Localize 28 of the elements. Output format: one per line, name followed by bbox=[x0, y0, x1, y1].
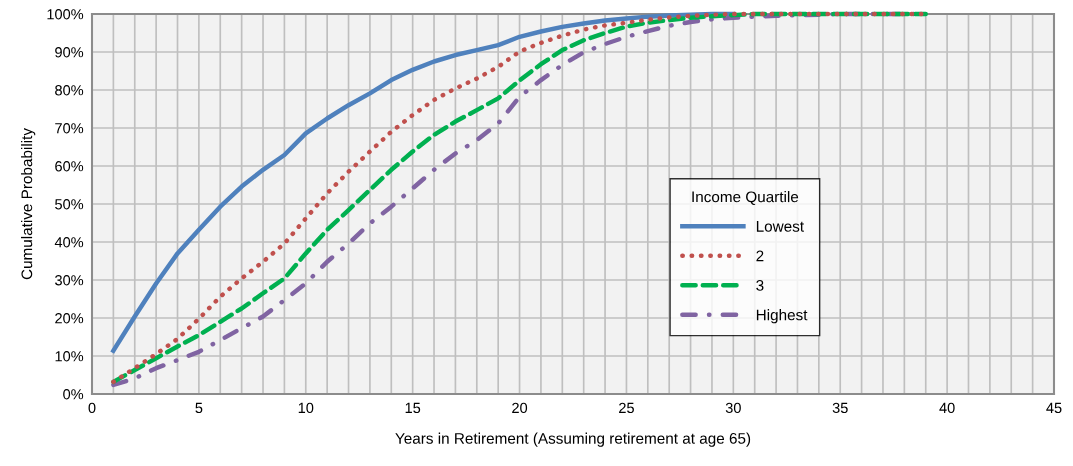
x-tick-label: 10 bbox=[298, 402, 314, 414]
legend-title: Income Quartile bbox=[692, 191, 799, 205]
y-tick-label: 20% bbox=[55, 313, 84, 324]
y-tick-label: 60% bbox=[55, 161, 84, 172]
y-tick-label: 10% bbox=[55, 351, 84, 362]
y-axis-title: Cumulative Probability bbox=[21, 128, 36, 280]
legend-label: 2 bbox=[756, 250, 764, 262]
x-tick-label: 5 bbox=[195, 402, 203, 414]
y-tick-label: 100% bbox=[47, 9, 84, 20]
x-tick-label: 40 bbox=[939, 402, 955, 414]
legend-label: Lowest bbox=[756, 221, 804, 232]
legend-label: 3 bbox=[756, 280, 764, 291]
x-tick-label: 45 bbox=[1046, 402, 1062, 414]
y-tick-label: 30% bbox=[55, 275, 84, 286]
y-tick-label: 50% bbox=[55, 199, 84, 210]
x-tick-label: 20 bbox=[512, 402, 528, 414]
x-tick-label: 0 bbox=[88, 402, 96, 414]
y-tick-label: 70% bbox=[55, 123, 84, 134]
y-tick-label: 0% bbox=[63, 389, 84, 400]
x-tick-label: 25 bbox=[619, 402, 634, 414]
x-tick-label: 35 bbox=[832, 402, 848, 414]
x-tick-label: 15 bbox=[405, 402, 421, 414]
y-tick-label: 40% bbox=[54, 237, 84, 248]
y-tick-label: 80% bbox=[55, 85, 84, 96]
y-tick-label: 90% bbox=[55, 47, 84, 58]
x-tick-label: 30 bbox=[725, 402, 741, 414]
legend-label: Highest bbox=[756, 309, 808, 324]
x-axis-title: Years in Retirement (Assuming retirement at age 65) bbox=[395, 432, 751, 447]
